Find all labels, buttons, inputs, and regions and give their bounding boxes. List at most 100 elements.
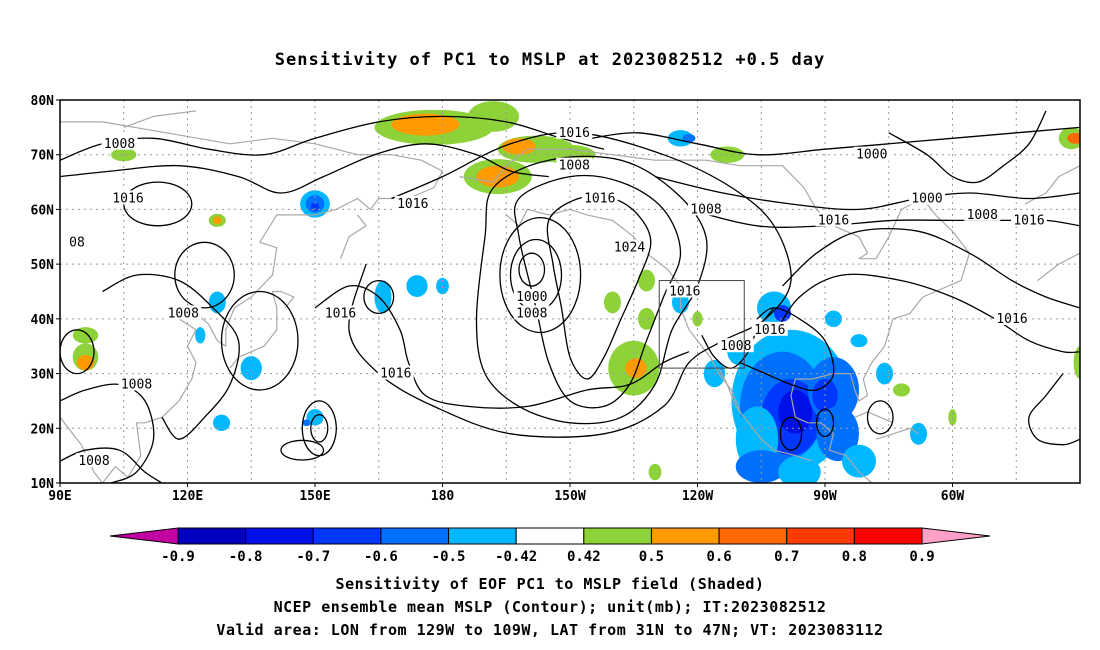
lat-label: 50N (31, 258, 55, 273)
colorbar-box (312, 527, 382, 545)
lon-label: 90W (813, 489, 837, 504)
contour-label-bg (67, 234, 87, 249)
contour-label: 1008 (104, 137, 135, 152)
coastline (718, 367, 741, 413)
coastlines (60, 110, 1080, 483)
contour-label: 1016 (584, 191, 615, 206)
colorbar-triangle-low (109, 527, 179, 545)
sensitivity-blob (208, 291, 226, 314)
mslp-contour (888, 110, 1047, 184)
colorbar-box (718, 527, 788, 545)
contour-label-bg (611, 239, 648, 254)
colorbar-tick-label: -0.7 (296, 549, 330, 565)
coastline (1037, 252, 1080, 282)
coastline (339, 214, 367, 259)
chart-title: Sensitivity of PC1 to MSLP at 2023082512… (274, 50, 826, 70)
colorbar-tick-label: 0.7 (774, 549, 799, 565)
coastline (875, 427, 919, 440)
contour-label: 1016 (1013, 213, 1044, 228)
mslp-contour (60, 115, 605, 161)
valid-area-box (658, 280, 745, 369)
caption-line-2: NCEP ensemble mean MSLP (Contour); unit(… (273, 598, 827, 616)
lat-label: 60N (31, 203, 55, 218)
contour-label-bg (165, 305, 202, 320)
contour-label: 1008 (720, 339, 751, 354)
contour-label: 08 (69, 235, 85, 250)
mslp-contour (518, 252, 546, 287)
contour-label-bg (322, 305, 359, 320)
mslp-contour (1028, 373, 1080, 446)
sensitivity-blob (406, 275, 428, 297)
colorbar: -0.9 -0.8 -0.7 -0.6 -0.5 -0.42 0.42 0.5 0.6 0.7 0.… (109, 527, 991, 565)
contour-label: 1008 (168, 306, 199, 321)
caption-line-3: Valid area: LON from 129W to 109W, LAT f… (216, 621, 884, 639)
contour-label-bg (118, 376, 155, 391)
contour-label: 1016 (380, 367, 411, 382)
contour-label-bg (994, 310, 1030, 325)
mslp-contour (363, 279, 395, 315)
sensitivity-blob (638, 269, 655, 292)
sensitivity-blob (213, 216, 222, 225)
contour-label: 1016 (559, 126, 590, 141)
contour-label-bg (110, 190, 146, 205)
contour-label: 1016 (325, 306, 356, 321)
contour-label: 1016 (996, 312, 1027, 327)
sensitivity-blob (240, 356, 262, 381)
sensitivity-blob (1067, 132, 1080, 144)
contour-label: 1016 (669, 285, 700, 300)
contour-label-bg (513, 288, 550, 303)
mslp-contour (60, 447, 163, 483)
coastline (60, 121, 444, 483)
sensitivity-blob (778, 389, 813, 434)
mslp-contour (220, 290, 299, 391)
mslp-contour (314, 285, 690, 409)
mslp-contour (866, 400, 894, 435)
coastline (123, 110, 197, 128)
mslp-contour (475, 155, 708, 425)
lat-label: 20N (31, 422, 55, 437)
mslp-contour (280, 439, 325, 461)
contour-label: 1016 (112, 191, 143, 206)
contour-label-bg (909, 190, 945, 205)
sensitivity-blob (72, 327, 99, 344)
sensitivity-blob (1073, 346, 1080, 380)
sensitivity-blob (825, 310, 842, 328)
sensitivity-blob (850, 334, 868, 348)
coastline (60, 416, 103, 483)
colorbar-tick-label: 0.6 (706, 549, 731, 565)
mslp-contour (102, 273, 240, 440)
lon-label: 180 (431, 489, 455, 504)
colorbar-tick-label: 0.9 (909, 549, 934, 565)
colorbar-tick-label: 0.5 (639, 549, 664, 565)
contour-label: 1008 (121, 378, 152, 393)
colorbar-box (245, 527, 314, 545)
sensitivity-blob (842, 444, 876, 478)
sensitivity-blob (682, 133, 696, 143)
contour-label-bg (513, 305, 550, 320)
colorbar-box (650, 527, 720, 545)
contour-label: 1000 (516, 290, 547, 305)
lat-label: 40N (31, 313, 55, 328)
contour-label-bg (377, 365, 414, 380)
sensitivity-blob (195, 327, 206, 344)
contour-label: 1008 (559, 159, 590, 174)
mslp-contour (654, 175, 1080, 211)
colorbar-tick-label: -0.9 (161, 549, 195, 565)
caption-line-1: Sensitivity of EOF PC1 to MSLP field (Sh… (335, 575, 765, 593)
sensitivity-blob (648, 463, 662, 481)
coastline (854, 411, 894, 424)
contour-label-bg (101, 135, 138, 150)
lat-label: 70N (31, 149, 55, 164)
gridlines (60, 100, 1080, 483)
colorbar-box (448, 527, 517, 545)
lon-label: 150W (554, 489, 585, 504)
mslp-contour (591, 126, 1080, 156)
sensitivity-blob (948, 409, 957, 426)
sensitivity-blob (213, 414, 230, 432)
contour-label: 1008 (78, 454, 109, 469)
mslp-contour (815, 408, 835, 438)
contour-label-bg (853, 146, 890, 161)
colorbar-box (177, 527, 247, 545)
colorbar-tick-label: -0.5 (432, 549, 466, 565)
